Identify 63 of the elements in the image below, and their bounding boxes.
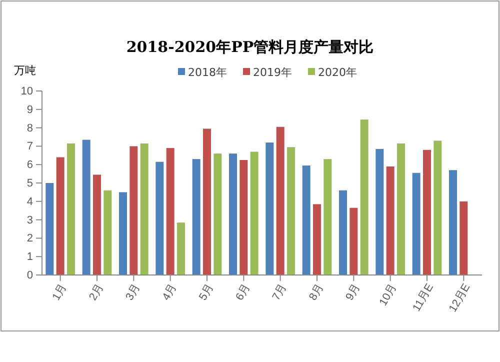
x-tick-label: 3月 [124,282,143,303]
bar [313,204,321,275]
bar [229,154,237,275]
bar [46,183,54,275]
x-tick-label: 8月 [307,282,326,303]
bar [119,192,127,275]
y-tick-label: 3 [26,214,33,226]
bar [214,154,222,275]
bar [266,142,274,275]
chart-title: 2018-2020年PP管料月度产量对比 [126,38,374,56]
bar [324,159,332,275]
bar [386,166,394,275]
y-tick-label: 1 [26,251,33,264]
legend-label: 2020年 [318,66,357,79]
y-tick-label: 9 [26,104,33,116]
y-tick-label: 6 [26,159,33,172]
x-tick-label: 1月 [50,282,70,303]
bar [56,157,64,275]
x-tick-label: 7月 [270,282,290,303]
y-tick-label: 10 [20,86,33,98]
y-tick-label: 0 [26,270,33,282]
bar [350,208,358,275]
bar [203,128,211,275]
y-tick-label: 5 [26,178,33,190]
bar [82,140,90,275]
bar [156,162,164,275]
y-tick-label: 8 [26,122,33,134]
y-tick-label: 4 [26,196,33,208]
bar [93,174,101,275]
x-tick-label: 4月 [160,282,180,303]
y-tick-label: 7 [26,140,33,153]
x-tick-label: 11月E [410,282,436,314]
bar [397,143,405,275]
legend-label: 2018年 [188,66,227,79]
bar [449,170,457,275]
x-tick-label: 6月 [234,282,253,303]
bar [250,152,258,275]
bar [177,222,185,275]
legend-label: 2019年 [253,66,292,79]
bar [67,143,75,275]
bar [460,201,468,275]
bar [240,160,248,275]
bar [130,146,138,275]
bar [166,148,174,275]
x-tick-label: 12月E [446,282,473,314]
y-axis-title: 万吨 [14,64,36,77]
bar [360,120,368,275]
bar [140,143,148,275]
bar [302,166,310,275]
bar [376,148,384,275]
x-tick-label: 9月 [344,282,363,303]
bar [192,159,200,275]
x-tick-label: 2月 [87,282,106,303]
x-tick-label: 10月 [377,282,400,308]
bar [287,147,295,275]
bar [339,190,347,275]
bar [412,172,420,275]
bar [434,140,442,275]
x-tick-label: 5月 [197,282,216,303]
bar [423,150,431,275]
y-tick-label: 2 [26,232,33,245]
bar [276,126,284,275]
bar [104,190,112,275]
